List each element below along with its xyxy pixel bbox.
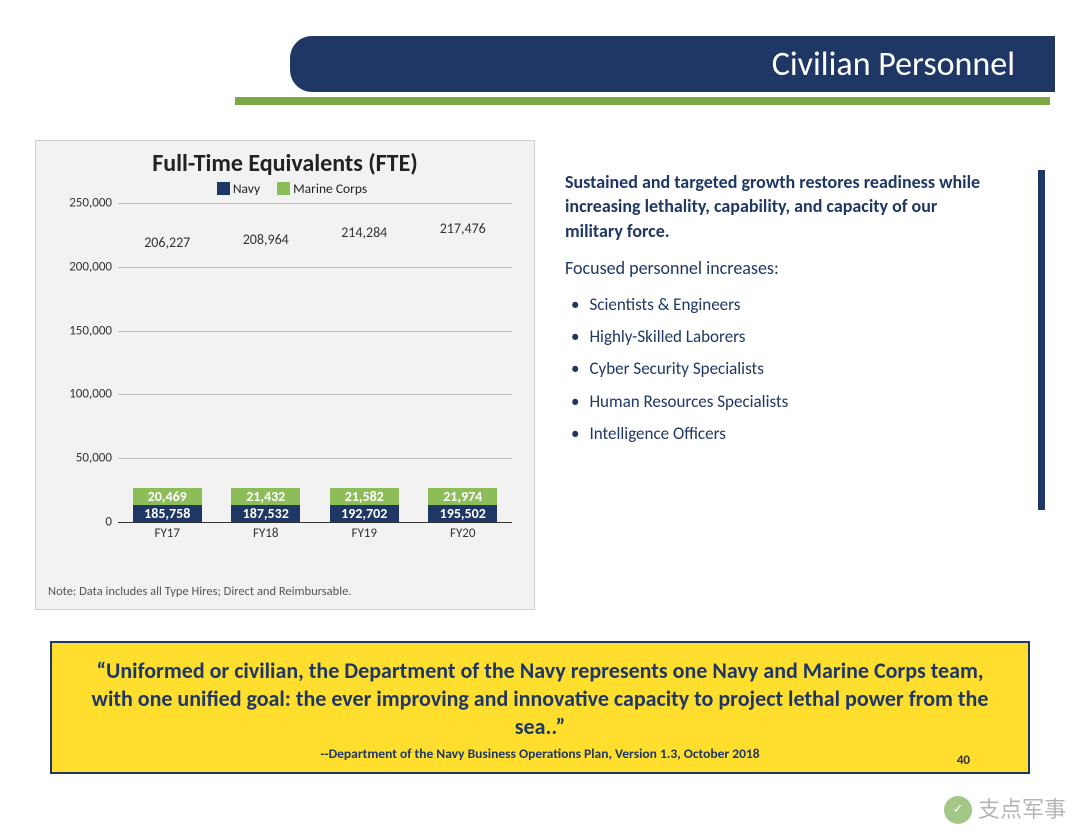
header-accent-bar: [235, 97, 1050, 105]
legend-swatch-navy: [217, 182, 230, 195]
bar-segment-marine: 21,582: [330, 488, 399, 505]
bar-stack: 192,70221,582: [330, 488, 399, 522]
page-title: Civilian Personnel: [772, 44, 1015, 85]
bar-stack: 195,50221,974: [428, 488, 497, 522]
watermark: ✓支点军事: [944, 792, 1066, 824]
subheading: Focused personnel increases:: [565, 257, 1045, 279]
y-tick-label: 250,000: [52, 196, 112, 211]
y-tick-label: 50,000: [52, 451, 112, 466]
content-row: Full-Time Equivalents (FTE) Navy Marine …: [35, 140, 1045, 610]
bar-total-label: 217,476: [419, 220, 506, 237]
gridline: [118, 267, 512, 268]
bar-segment-navy: 187,532: [231, 505, 300, 522]
chart-title: Full-Time Equivalents (FTE): [36, 149, 534, 178]
bar-group: 208,964187,53221,432: [222, 488, 309, 522]
x-tick-label: FY19: [321, 523, 408, 544]
legend-swatch-marine: [277, 182, 290, 195]
bar-segment-navy: 185,758: [133, 505, 202, 522]
bar-segment-marine: 21,432: [231, 488, 300, 505]
bullet-list: Scientists & Engineers Highly-Skilled La…: [565, 289, 1045, 450]
x-tick-label: FY18: [222, 523, 309, 544]
bullet-item: Highly-Skilled Laborers: [571, 321, 1045, 353]
legend-label-navy: Navy: [233, 180, 260, 197]
watermark-icon: ✓: [944, 796, 972, 824]
bullet-item: Intelligence Officers: [571, 418, 1045, 450]
bar-stack: 187,53221,432: [231, 488, 300, 522]
y-tick-label: 200,000: [52, 259, 112, 274]
quote-text: “Uniformed or civilian, the Department o…: [80, 657, 1000, 741]
x-tick-label: FY17: [124, 523, 211, 544]
bar-group: 206,227185,75820,469: [124, 488, 211, 522]
gridline: [118, 394, 512, 395]
slide: Civilian Personnel Full-Time Equivalents…: [0, 0, 1080, 834]
text-panel: Sustained and targeted growth restores r…: [565, 140, 1045, 610]
bullet-item: Cyber Security Specialists: [571, 353, 1045, 385]
chart-legend: Navy Marine Corps: [36, 180, 534, 197]
bar-stack: 185,75820,469: [133, 488, 202, 522]
bar-group: 217,476195,50221,974: [419, 488, 506, 522]
gridline: [118, 331, 512, 332]
quote-citation: --Department of the Navy Business Operat…: [80, 745, 1000, 762]
bar-segment-navy: 195,502: [428, 505, 497, 522]
y-tick-label: 100,000: [52, 387, 112, 402]
watermark-text: 支点军事: [978, 796, 1066, 823]
bar-total-label: 208,964: [222, 231, 309, 248]
bullet-item: Human Resources Specialists: [571, 386, 1045, 418]
y-tick-label: 150,000: [52, 323, 112, 338]
bar-total-label: 214,284: [321, 224, 408, 241]
gridline: [118, 458, 512, 459]
lead-paragraph: Sustained and targeted growth restores r…: [565, 170, 1045, 243]
chart-plot-area: 206,227185,75820,469208,964187,53221,432…: [52, 203, 522, 544]
fte-chart-panel: Full-Time Equivalents (FTE) Navy Marine …: [35, 140, 535, 610]
text-panel-accent-border: [1038, 170, 1045, 510]
chart-note: Note: Data includes all Type Hires; Dire…: [48, 584, 351, 599]
bar-group: 214,284192,70221,582: [321, 488, 408, 522]
bar-segment-marine: 20,469: [133, 488, 202, 505]
bar-segment-navy: 192,702: [330, 505, 399, 522]
chart-plot-inner: 206,227185,75820,469208,964187,53221,432…: [118, 203, 512, 522]
quote-box: “Uniformed or civilian, the Department o…: [50, 641, 1030, 774]
header-bar: Civilian Personnel: [290, 36, 1055, 92]
gridline: [118, 203, 512, 204]
x-tick-label: FY20: [419, 523, 506, 544]
bar-total-label: 206,227: [124, 234, 211, 251]
chart-x-axis: FY17 FY18 FY19 FY20: [118, 522, 512, 544]
bar-segment-marine: 21,974: [428, 488, 497, 505]
legend-label-marine: Marine Corps: [293, 180, 367, 197]
bullet-item: Scientists & Engineers: [571, 289, 1045, 321]
chart-bars: 206,227185,75820,469208,964187,53221,432…: [118, 203, 512, 522]
y-tick-label: 0: [52, 515, 112, 530]
page-number: 40: [957, 753, 970, 768]
